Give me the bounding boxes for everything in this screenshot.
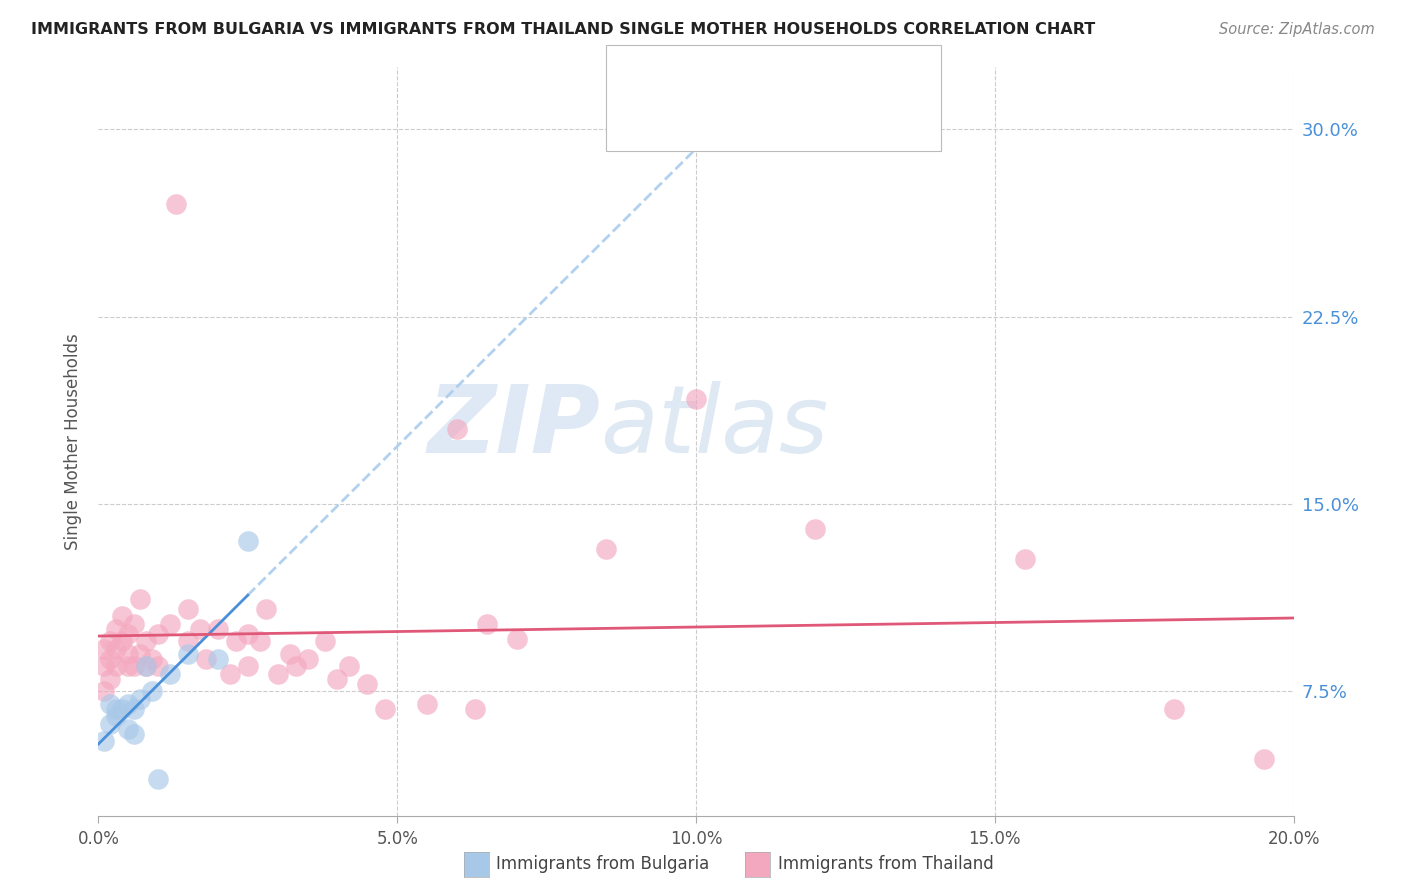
Point — [105, 622, 128, 636]
Point — [148, 659, 170, 673]
Point — [93, 734, 115, 748]
Point — [278, 647, 301, 661]
Point — [374, 702, 396, 716]
Point — [685, 392, 707, 406]
Point — [93, 684, 115, 698]
Text: R =: R = — [659, 112, 697, 129]
Point — [135, 659, 157, 673]
Text: N =: N = — [775, 112, 824, 129]
Text: R =: R = — [659, 67, 697, 85]
Point — [207, 652, 229, 666]
Point — [105, 641, 128, 656]
Point — [105, 709, 128, 723]
Point — [98, 634, 122, 648]
Point — [219, 666, 242, 681]
Y-axis label: Single Mother Households: Single Mother Households — [63, 334, 82, 549]
Point — [98, 697, 122, 711]
Point — [267, 666, 290, 681]
Point — [124, 702, 146, 716]
Point — [804, 522, 827, 536]
Point — [1014, 552, 1036, 566]
Text: Source: ZipAtlas.com: Source: ZipAtlas.com — [1219, 22, 1375, 37]
Point — [117, 697, 139, 711]
Text: Immigrants from Bulgaria: Immigrants from Bulgaria — [496, 855, 710, 873]
Point — [595, 541, 617, 556]
Point — [297, 652, 319, 666]
Point — [98, 716, 122, 731]
Point — [141, 684, 163, 698]
Point — [159, 666, 181, 681]
Point — [141, 652, 163, 666]
Point — [475, 616, 498, 631]
Point — [117, 659, 139, 673]
Point — [284, 659, 307, 673]
Text: -0.026: -0.026 — [699, 112, 761, 129]
Point — [111, 702, 134, 716]
Point — [315, 634, 337, 648]
Point — [129, 591, 152, 606]
Point — [148, 627, 170, 641]
Text: ZIP: ZIP — [427, 381, 600, 473]
Point — [98, 652, 122, 666]
Point — [446, 422, 468, 436]
Point — [225, 634, 247, 648]
Point — [105, 659, 128, 673]
Point — [356, 677, 378, 691]
Point — [177, 602, 200, 616]
Text: 18: 18 — [825, 67, 849, 85]
Point — [135, 659, 157, 673]
Point — [124, 727, 146, 741]
Point — [98, 672, 122, 686]
Point — [236, 627, 259, 641]
Point — [207, 622, 229, 636]
Point — [129, 691, 152, 706]
Point — [159, 616, 181, 631]
Point — [249, 634, 271, 648]
Point — [111, 609, 134, 624]
Point — [1253, 752, 1275, 766]
Text: 0.475: 0.475 — [699, 67, 759, 85]
Point — [117, 647, 139, 661]
Point — [236, 659, 259, 673]
Point — [464, 702, 486, 716]
Text: 56: 56 — [825, 112, 849, 129]
Point — [506, 632, 529, 646]
Point — [326, 672, 349, 686]
Point — [124, 616, 146, 631]
Point — [177, 647, 200, 661]
Point — [416, 697, 439, 711]
Point — [135, 634, 157, 648]
Point — [165, 197, 187, 211]
Point — [124, 659, 146, 673]
Text: N =: N = — [775, 67, 824, 85]
Point — [93, 641, 115, 656]
Point — [339, 659, 361, 673]
Point — [188, 622, 211, 636]
Point — [254, 602, 277, 616]
Point — [93, 659, 115, 673]
Point — [177, 634, 200, 648]
Point — [148, 772, 170, 786]
Point — [1163, 702, 1185, 716]
Text: IMMIGRANTS FROM BULGARIA VS IMMIGRANTS FROM THAILAND SINGLE MOTHER HOUSEHOLDS CO: IMMIGRANTS FROM BULGARIA VS IMMIGRANTS F… — [31, 22, 1095, 37]
Point — [117, 722, 139, 736]
Point — [105, 702, 128, 716]
Point — [195, 652, 218, 666]
Text: atlas: atlas — [600, 381, 828, 472]
Text: Immigrants from Thailand: Immigrants from Thailand — [778, 855, 993, 873]
Point — [236, 534, 259, 549]
Point — [129, 647, 152, 661]
Point — [111, 634, 134, 648]
Point — [117, 627, 139, 641]
